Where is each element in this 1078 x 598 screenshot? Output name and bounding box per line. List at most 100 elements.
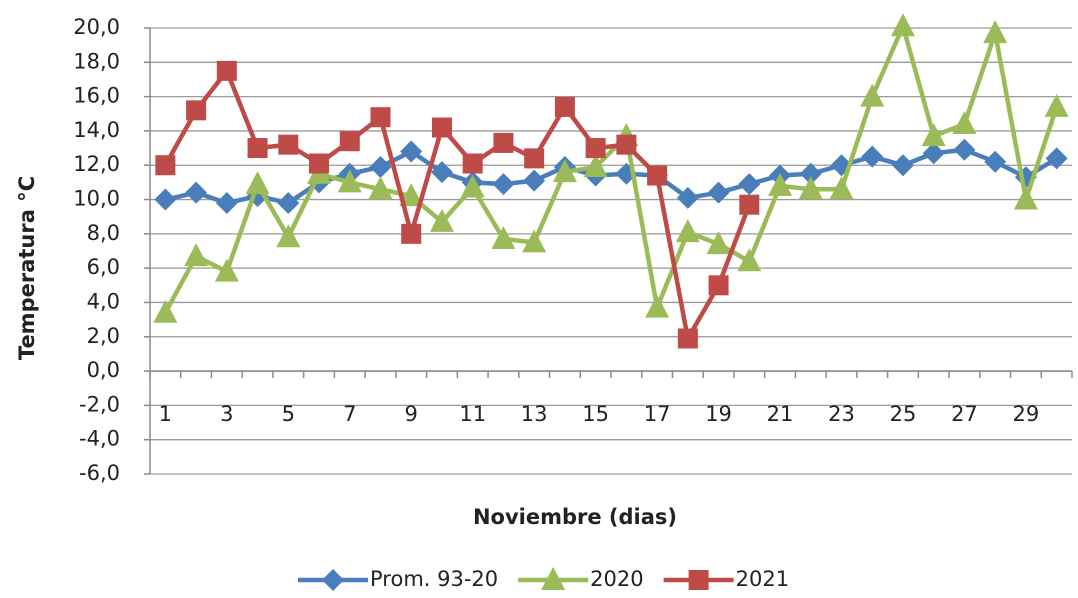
x-tick-label: 9	[405, 402, 418, 426]
point	[890, 13, 915, 37]
point	[185, 181, 208, 204]
point	[184, 243, 209, 267]
point	[541, 567, 566, 590]
line	[163, 24, 1059, 314]
y-tick-label: -2,0	[79, 392, 120, 416]
y-tick-label: 18,0	[73, 49, 120, 73]
point	[583, 153, 608, 177]
point	[278, 134, 299, 155]
x-tick-label: 23	[828, 402, 855, 426]
point	[523, 169, 546, 192]
line	[164, 147, 1058, 206]
point	[524, 148, 545, 169]
point	[922, 142, 945, 165]
point	[675, 219, 700, 243]
x-tick-label: 1	[159, 402, 172, 426]
point	[462, 153, 483, 174]
point	[429, 208, 454, 232]
point	[276, 224, 301, 248]
y-tick-label: -4,0	[79, 427, 120, 451]
y-tick-label: 10,0	[73, 187, 120, 211]
x-tick-label: 27	[951, 402, 978, 426]
x-axis-title: Noviembre (dias)	[473, 505, 677, 529]
x-tick-label: 19	[705, 402, 732, 426]
point	[707, 181, 730, 204]
y-tick-label: 20,0	[73, 15, 120, 39]
point	[688, 570, 709, 590]
point	[706, 231, 731, 255]
point	[245, 171, 270, 195]
point	[798, 176, 823, 200]
point	[277, 191, 300, 214]
point	[309, 153, 330, 174]
point	[492, 173, 515, 196]
point	[647, 165, 668, 186]
point	[799, 162, 822, 185]
point	[491, 225, 516, 249]
x-tick-label: 11	[459, 402, 486, 426]
point	[984, 150, 1007, 173]
point	[400, 140, 423, 163]
y-tick-label: 14,0	[73, 118, 120, 142]
point	[952, 111, 977, 135]
point	[153, 299, 178, 323]
point	[216, 60, 237, 81]
point	[186, 100, 207, 121]
point	[829, 176, 854, 200]
x-tick-label: 7	[343, 402, 356, 426]
x-tick-label: 3	[220, 402, 233, 426]
point	[861, 145, 884, 168]
point	[522, 229, 547, 253]
point	[369, 155, 392, 178]
x-tick-label: 25	[890, 402, 917, 426]
point	[154, 188, 177, 211]
series	[153, 13, 1069, 323]
point	[677, 328, 698, 349]
point	[399, 183, 424, 207]
legend-label: 2021	[736, 567, 789, 591]
point	[554, 96, 575, 117]
x-tick-label: 29	[1013, 402, 1040, 426]
point	[891, 154, 914, 177]
point	[676, 186, 699, 209]
point	[616, 134, 637, 155]
point	[983, 20, 1008, 44]
point	[431, 117, 452, 138]
y-tick-label: 0,0	[87, 358, 120, 382]
point	[585, 138, 606, 159]
y-axis-title: Temperatura °C	[15, 176, 39, 360]
point	[370, 107, 391, 128]
point	[215, 191, 238, 214]
y-tick-label: 16,0	[73, 84, 120, 108]
x-tick-label: 21	[767, 402, 794, 426]
point	[339, 131, 360, 152]
point	[401, 223, 422, 244]
point	[645, 294, 670, 318]
point	[768, 172, 793, 196]
point	[322, 569, 344, 591]
point	[155, 155, 176, 176]
x-tick-label: 17	[644, 402, 671, 426]
point	[552, 159, 577, 183]
x-tick-label: 13	[521, 402, 548, 426]
point	[953, 138, 976, 161]
y-tick-label: 4,0	[87, 289, 120, 313]
y-tick-label: -6,0	[79, 461, 120, 485]
point	[1045, 147, 1068, 170]
point	[460, 174, 485, 198]
point	[430, 161, 453, 184]
point	[708, 275, 729, 296]
y-tick-label: 2,0	[87, 324, 120, 348]
point	[368, 176, 393, 200]
series	[155, 60, 760, 349]
point	[1044, 93, 1069, 117]
point	[493, 132, 514, 153]
y-tick-label: 12,0	[73, 152, 120, 176]
point	[921, 123, 946, 147]
point	[1013, 186, 1038, 210]
x-tick-label: 15	[582, 402, 609, 426]
point	[738, 173, 761, 196]
point	[860, 83, 885, 107]
legend-label: Prom. 93-20	[370, 567, 498, 591]
